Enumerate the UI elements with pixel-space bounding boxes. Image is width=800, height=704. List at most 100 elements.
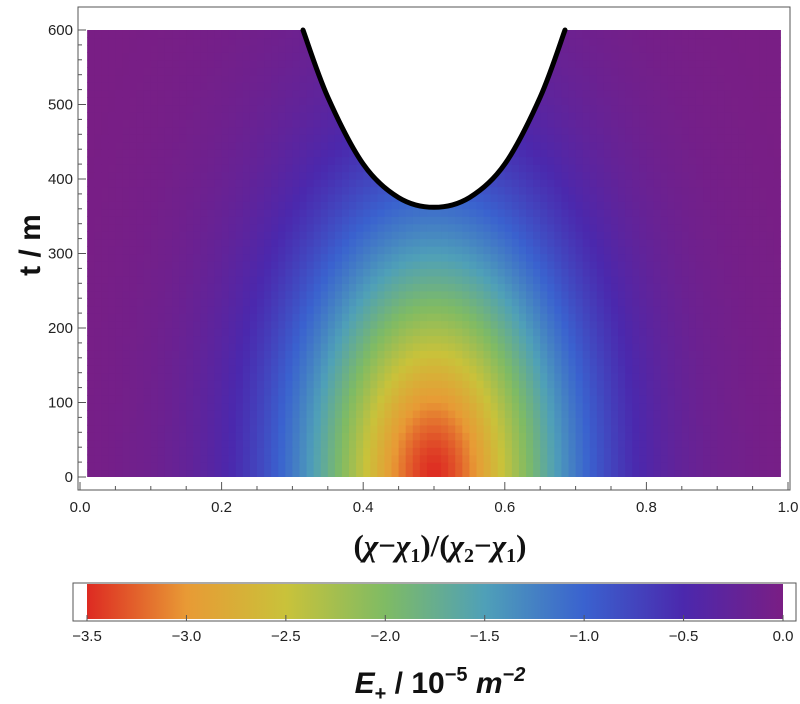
heatmap-cell xyxy=(101,424,109,433)
heatmap-cell xyxy=(292,462,301,471)
heatmap-cell xyxy=(724,186,732,195)
heatmap-cell xyxy=(448,350,456,359)
heatmap-cell xyxy=(94,454,102,463)
heatmap-cell xyxy=(391,268,400,277)
heatmap-cell xyxy=(724,328,732,337)
heatmap-cell xyxy=(179,275,187,284)
heatmap-cell xyxy=(426,447,435,456)
heatmap-cell xyxy=(724,253,732,262)
heatmap-cell xyxy=(434,260,442,269)
heatmap-cell xyxy=(752,328,761,337)
heatmap-cell xyxy=(87,134,95,143)
heatmap-cell xyxy=(703,454,711,463)
heatmap-cell xyxy=(172,439,180,448)
heatmap-cell xyxy=(681,268,690,277)
heatmap-cell xyxy=(271,424,279,433)
heatmap-cell xyxy=(419,223,428,232)
heatmap-cell xyxy=(695,447,704,456)
heatmap-cell xyxy=(568,171,577,180)
heatmap-cell xyxy=(179,320,187,329)
heatmap-cell xyxy=(611,149,619,158)
heatmap-cell xyxy=(561,328,570,337)
heatmap-cell xyxy=(186,290,194,299)
heatmap-cell xyxy=(526,223,534,232)
heatmap-cell xyxy=(511,387,520,396)
heatmap-cell xyxy=(455,208,463,217)
heatmap-cell xyxy=(122,328,131,337)
heatmap-cell xyxy=(611,409,619,418)
heatmap-cell xyxy=(455,402,463,411)
heatmap-cell xyxy=(568,141,577,150)
heatmap-cell xyxy=(724,409,732,418)
heatmap-cell xyxy=(483,402,492,411)
heatmap-cell xyxy=(150,447,159,456)
heatmap-cell xyxy=(632,454,640,463)
heatmap-cell xyxy=(554,201,563,210)
heatmap-cell xyxy=(271,208,279,217)
heatmap-cell xyxy=(257,179,265,188)
heatmap-cell xyxy=(724,454,732,463)
heatmap-cell xyxy=(639,305,647,314)
heatmap-cell xyxy=(391,380,400,389)
heatmap-cell xyxy=(264,186,272,195)
heatmap-cell xyxy=(285,313,293,322)
heatmap-cell xyxy=(717,134,725,143)
heatmap-cell xyxy=(405,253,414,262)
heatmap-cell xyxy=(193,111,201,120)
heatmap-cell xyxy=(200,171,209,180)
heatmap-cell xyxy=(249,111,258,120)
heatmap-cell xyxy=(285,328,293,337)
heatmap-cell xyxy=(703,193,711,202)
heatmap-cell xyxy=(136,246,145,255)
heatmap-cell xyxy=(150,335,159,344)
heatmap-cell xyxy=(540,439,548,448)
heatmap-cell xyxy=(327,328,336,337)
heatmap-cell xyxy=(278,268,286,277)
heatmap-cell xyxy=(724,432,732,441)
heatmap-cell xyxy=(724,119,732,128)
heatmap-cell xyxy=(249,164,258,173)
heatmap-cell xyxy=(497,238,506,247)
heatmap-cell xyxy=(596,328,605,337)
heatmap-cell xyxy=(688,275,697,284)
heatmap-cell xyxy=(518,193,527,202)
heatmap-cell xyxy=(249,402,258,411)
heatmap-cell xyxy=(391,305,400,314)
heatmap-cell xyxy=(575,216,584,225)
heatmap-cell xyxy=(193,119,201,128)
heatmap-cell xyxy=(731,238,740,247)
heatmap-cell xyxy=(773,402,781,411)
heatmap-cell xyxy=(186,380,194,389)
heatmap-cell xyxy=(717,357,725,366)
heatmap-cell xyxy=(172,350,180,359)
heatmap-cell xyxy=(639,387,647,396)
heatmap-cell xyxy=(164,283,173,292)
heatmap-cell xyxy=(179,231,187,240)
heatmap-cell xyxy=(292,313,301,322)
heatmap-cell xyxy=(334,164,343,173)
heatmap-cell xyxy=(285,246,293,255)
heatmap-cell xyxy=(320,126,329,135)
heatmap-cell xyxy=(271,156,279,165)
heatmap-cell xyxy=(710,454,718,463)
heatmap-cell xyxy=(327,313,336,322)
heatmap-cell xyxy=(681,469,690,477)
heatmap-cell xyxy=(129,305,138,314)
heatmap-cell xyxy=(101,156,109,165)
heatmap-cell xyxy=(249,223,258,232)
heatmap-cell xyxy=(200,208,209,217)
heatmap-cell xyxy=(271,246,279,255)
heatmap-cell xyxy=(681,275,690,284)
heatmap-cell xyxy=(193,335,201,344)
heatmap-cell xyxy=(143,402,152,411)
heatmap-cell xyxy=(384,290,393,299)
heatmap-cell xyxy=(603,305,612,314)
heatmap-cell xyxy=(143,201,152,210)
heatmap-cell xyxy=(235,216,244,225)
heatmap-cell xyxy=(554,290,563,299)
heatmap-cell xyxy=(625,357,633,366)
heatmap-cell xyxy=(356,328,364,337)
heatmap-cell xyxy=(717,193,725,202)
heatmap-cell xyxy=(561,231,570,240)
heatmap-cell xyxy=(511,290,520,299)
